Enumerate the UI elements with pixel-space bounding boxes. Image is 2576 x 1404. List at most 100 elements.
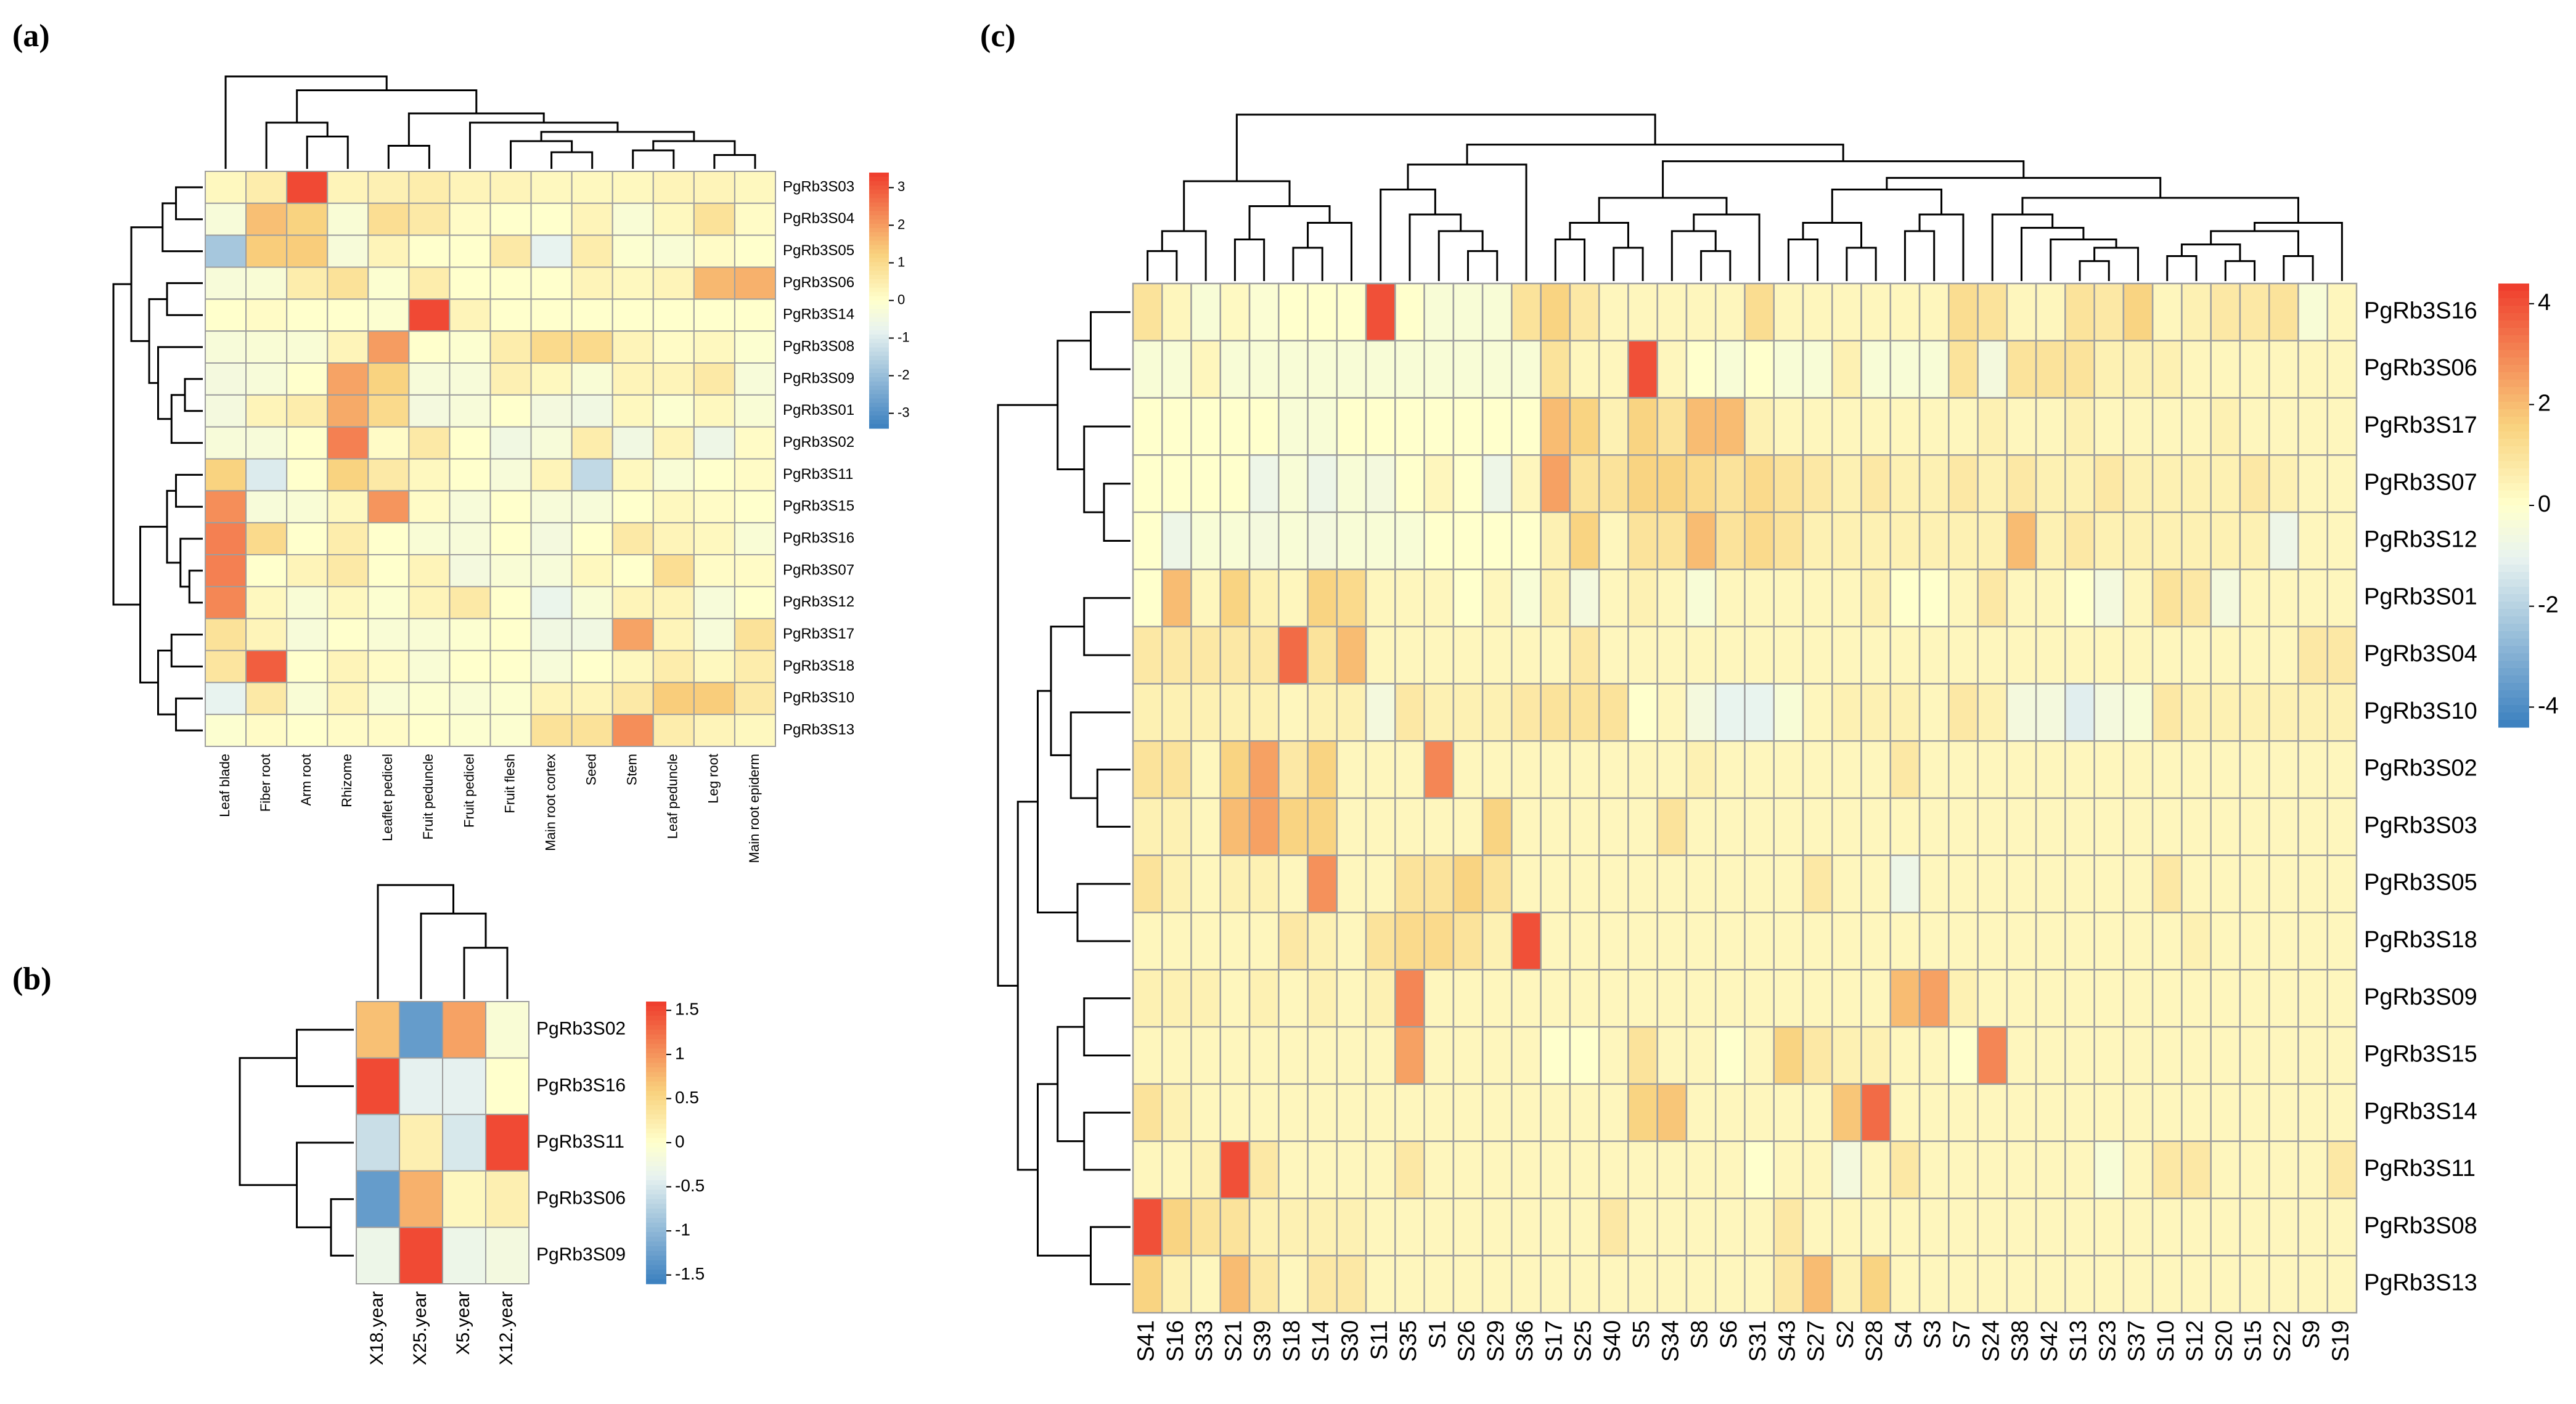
cell-PgRb3S17-S4 <box>1889 397 1921 456</box>
column-dendrogram-branch <box>463 947 509 999</box>
cell-PgRb3S05-S42 <box>2035 854 2066 913</box>
cell-PgRb3S04-S8 <box>1685 626 1717 685</box>
cell-PgRb3S18-Leaf blade <box>205 650 247 684</box>
cell-PgRb3S11-S11 <box>1365 1140 1396 1199</box>
cell-PgRb3S01-Arm root <box>286 394 329 428</box>
legend-gradient-segment <box>646 1255 666 1261</box>
cell-PgRb3S10-S14 <box>1307 683 1338 742</box>
cell-PgRb3S16-S16 <box>1161 282 1192 342</box>
cell-PgRb3S03-S4 <box>1889 797 1921 857</box>
cell-PgRb3S15-S31 <box>1744 1026 1775 1085</box>
legend-gradient-segment <box>646 1251 666 1256</box>
column-label: S28 <box>1862 1320 1887 1362</box>
row-label: PgRb3S03 <box>783 178 854 195</box>
cell-PgRb3S03-S19 <box>2326 797 2358 857</box>
column-label: Arm root <box>298 754 314 806</box>
cell-PgRb3S13-S8 <box>1685 1254 1717 1314</box>
column-dendrogram-branch <box>1903 230 1936 281</box>
cell-PgRb3S13-S40 <box>1598 1254 1629 1314</box>
cell-PgRb3S09-Arm root <box>286 362 329 396</box>
cell-PgRb3S03-S35 <box>1394 797 1425 857</box>
cell-PgRb3S02-X18.year <box>356 1001 400 1059</box>
cell-PgRb3S03-S34 <box>1656 797 1688 857</box>
cell-PgRb3S06-S21 <box>1219 340 1251 399</box>
cell-PgRb3S15-S40 <box>1598 1026 1629 1085</box>
row-dendrogram-branch <box>175 186 203 221</box>
cell-PgRb3S18-S22 <box>2268 912 2299 971</box>
cell-PgRb3S01-S28 <box>1860 568 1892 627</box>
cell-PgRb3S15-S3 <box>1918 1026 1950 1085</box>
legend-tick-label: 1 <box>898 254 905 269</box>
row-dendrogram-branch <box>1069 711 1131 799</box>
cell-PgRb3S03-S26 <box>1452 797 1484 857</box>
cell-PgRb3S18-S4 <box>1889 912 1921 971</box>
legend-tick-label: 2 <box>2538 390 2551 416</box>
cell-PgRb3S08-Seed <box>571 330 613 364</box>
cell-PgRb3S13-Leaf peduncle <box>652 714 695 747</box>
cell-PgRb3S12-S36 <box>1511 511 1542 571</box>
column-label: S31 <box>1745 1320 1771 1362</box>
legend-gradient-segment <box>2498 387 2529 395</box>
cell-PgRb3S02-S26 <box>1452 740 1484 799</box>
cell-PgRb3S03-Leaflet pedicel <box>367 171 410 204</box>
legend-gradient-segment <box>869 240 889 246</box>
cell-PgRb3S03-S23 <box>2093 797 2125 857</box>
cell-PgRb3S12-S28 <box>1860 511 1892 571</box>
cell-PgRb3S05-S11 <box>1365 854 1396 913</box>
cell-PgRb3S07-S30 <box>1336 454 1367 513</box>
cell-PgRb3S02-Leaf peduncle <box>652 426 695 460</box>
row-dendrogram-branch <box>112 283 141 606</box>
row-dendrogram-branch <box>1103 483 1131 542</box>
cell-PgRb3S08-Leg root <box>693 330 735 364</box>
cell-PgRb3S01-Seed <box>571 394 613 428</box>
cell-PgRb3S18-Leg root <box>693 650 735 684</box>
cell-PgRb3S14-S9 <box>2297 1083 2328 1142</box>
cell-PgRb3S14-Fiber root <box>245 298 288 332</box>
cell-PgRb3S12-Leaflet pedicel <box>367 586 410 619</box>
cell-PgRb3S11-S10 <box>2151 1140 2183 1199</box>
cell-PgRb3S12-Fiber root <box>245 586 288 619</box>
cell-PgRb3S04-Leg root <box>693 202 735 236</box>
cell-PgRb3S09-S25 <box>1569 969 1600 1028</box>
legend-gradient-segment <box>869 381 889 386</box>
cell-PgRb3S07-S9 <box>2297 454 2328 513</box>
cell-PgRb3S07-S14 <box>1307 454 1338 513</box>
column-label: S6 <box>1716 1320 1742 1349</box>
cell-PgRb3S08-S16 <box>1161 1198 1192 1257</box>
cell-PgRb3S15-S9 <box>2297 1026 2328 1085</box>
cell-PgRb3S01-S39 <box>1248 568 1280 627</box>
row-dendrogram-branch <box>166 282 203 316</box>
row-dendrogram-branch <box>330 1198 354 1257</box>
cell-PgRb3S03-S41 <box>1132 797 1163 857</box>
cell-PgRb3S08-S13 <box>2064 1198 2095 1257</box>
cell-PgRb3S11-Leg root <box>693 458 735 492</box>
cell-PgRb3S13-S1 <box>1423 1254 1455 1314</box>
cell-PgRb3S18-S41 <box>1132 912 1163 971</box>
legend-gradient-segment <box>869 245 889 250</box>
legend-gradient-segment <box>869 424 889 429</box>
legend-gradient-segment <box>869 385 889 391</box>
cell-PgRb3S16-S28 <box>1860 282 1892 342</box>
cell-PgRb3S11-Fruit pedicel <box>449 458 491 492</box>
column-label: S11 <box>1367 1320 1392 1360</box>
cell-PgRb3S18-Fiber root <box>245 650 288 684</box>
cell-PgRb3S17-Seed <box>571 618 613 651</box>
column-label: S9 <box>2299 1320 2325 1349</box>
cell-PgRb3S17-S13 <box>2064 397 2095 456</box>
row-label: PgRb3S17 <box>2364 412 2477 438</box>
cell-PgRb3S12-S42 <box>2035 511 2066 571</box>
cell-PgRb3S07-S5 <box>1627 454 1658 513</box>
cell-PgRb3S11-S40 <box>1598 1140 1629 1199</box>
cell-PgRb3S12-S6 <box>1714 511 1746 571</box>
cell-PgRb3S11-X5.year <box>442 1114 486 1172</box>
cell-PgRb3S03-S43 <box>1773 797 1804 857</box>
cell-PgRb3S18-S26 <box>1452 912 1484 971</box>
cell-PgRb3S13-S10 <box>2151 1254 2183 1314</box>
row-dendrogram-branch <box>1037 1083 1091 1257</box>
row-dendrogram-branch <box>188 569 203 604</box>
cell-PgRb3S14-Leaf peduncle <box>652 298 695 332</box>
cell-PgRb3S02-Stem <box>611 426 654 460</box>
cell-PgRb3S16-Leaf blade <box>205 522 247 556</box>
cell-PgRb3S03-Fruit flesh <box>489 171 532 204</box>
legend-gradient-segment <box>869 309 889 314</box>
